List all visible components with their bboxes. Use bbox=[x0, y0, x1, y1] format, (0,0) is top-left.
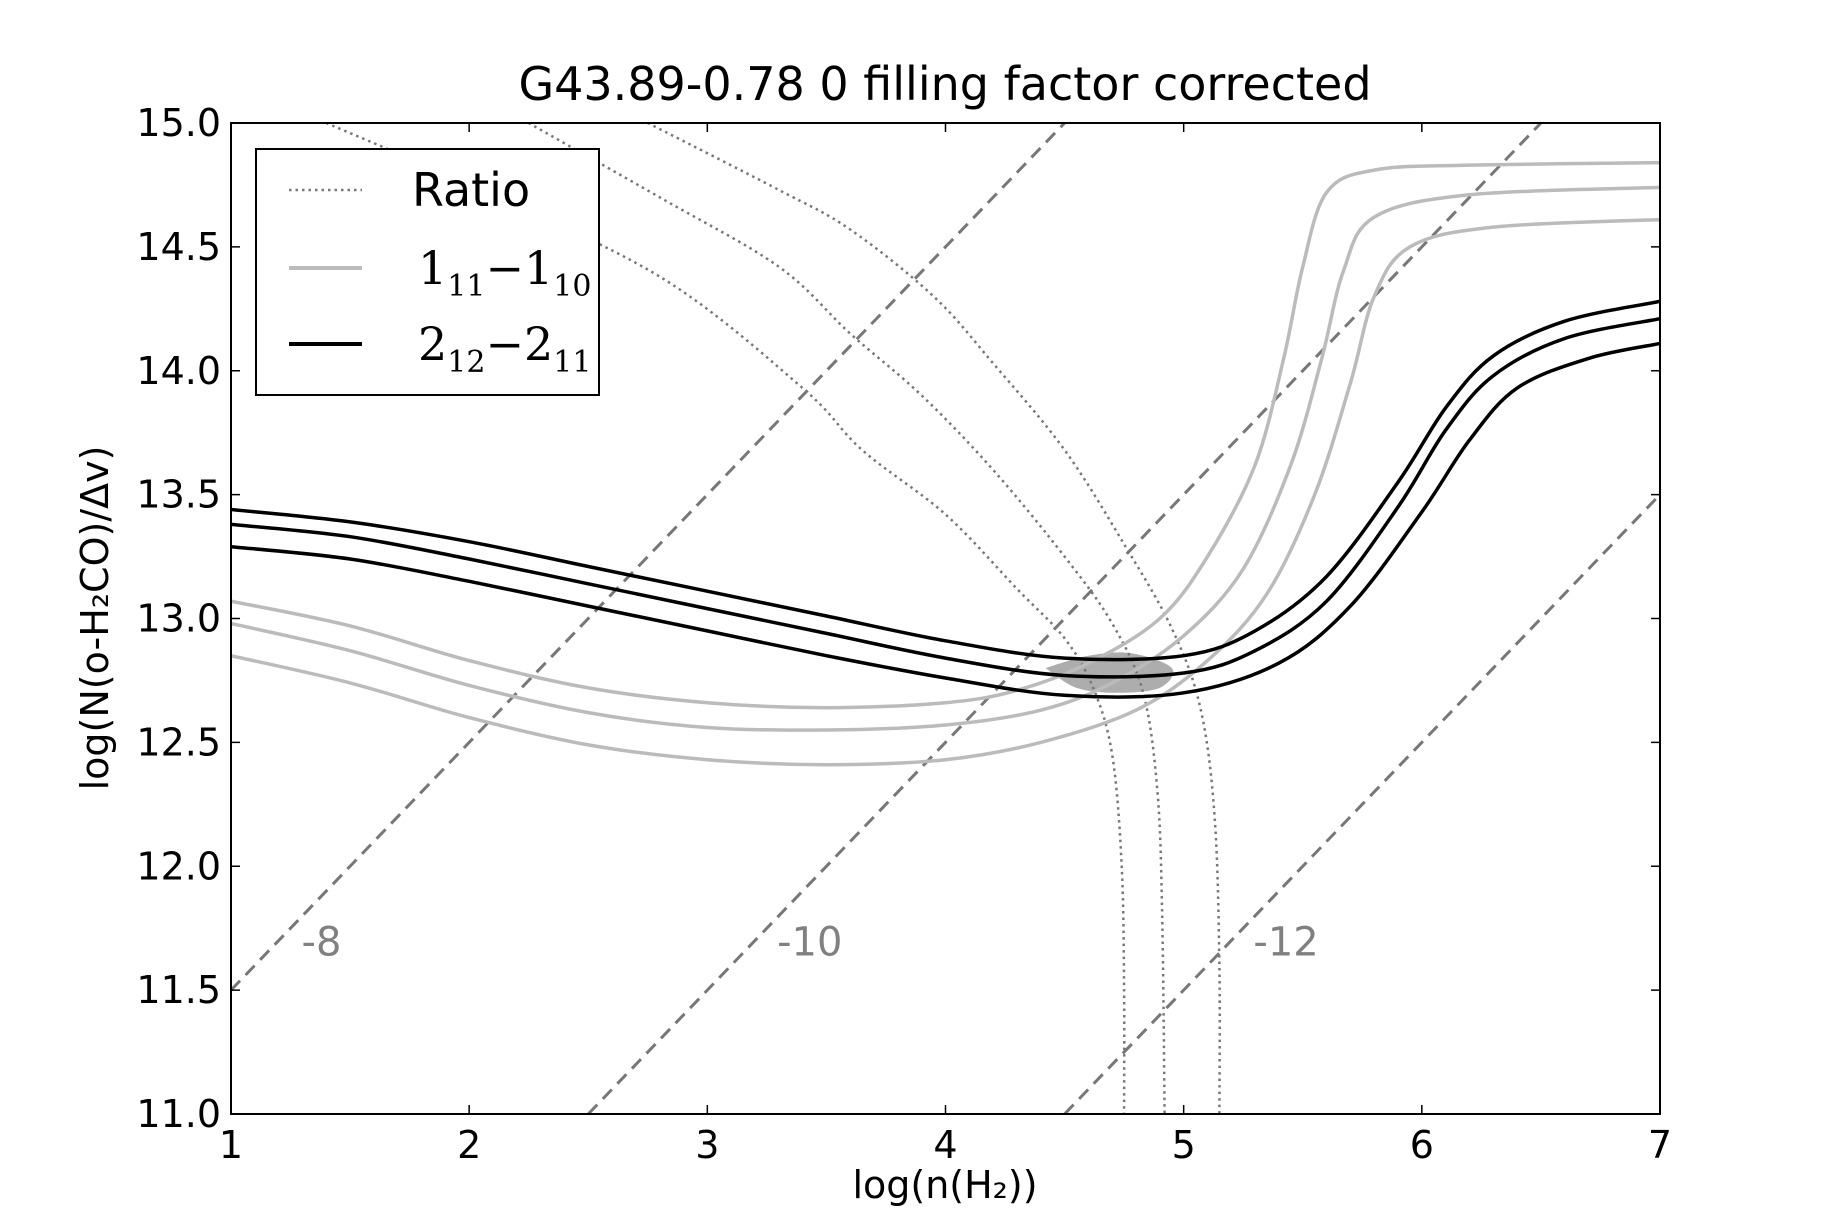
legend-label-1-base2: 1 bbox=[524, 241, 553, 295]
x-axis-label: log(n(H₂)) bbox=[852, 1163, 1037, 1207]
legend-frame bbox=[255, 148, 600, 396]
y-tick-label: 12.5 bbox=[136, 720, 221, 764]
x-tick-label: 5 bbox=[1172, 1123, 1196, 1167]
x-tick-label: 6 bbox=[1410, 1123, 1434, 1167]
series-2-12-2-11-contour-3 bbox=[231, 299, 1660, 662]
y-tick-label: 14.0 bbox=[136, 349, 221, 393]
legend-label-2-sub1: 12 bbox=[447, 345, 485, 380]
series-2-12-2-11-contour-5 bbox=[231, 341, 1660, 699]
overlap-region bbox=[1045, 652, 1174, 693]
x-tick-label: 2 bbox=[457, 1123, 481, 1167]
series-ratio-contour-7 bbox=[528, 123, 1166, 1114]
y-tick-label: 11.0 bbox=[136, 1092, 221, 1136]
legend-label-1-11-1-10: 111−110 bbox=[418, 241, 591, 304]
annotation-layer: -8 -10 -12 bbox=[302, 919, 1319, 965]
legend-label-2-base1: 2 bbox=[418, 317, 447, 371]
y-tick-label: 15.0 bbox=[136, 101, 221, 145]
x-tick-label: 1 bbox=[219, 1123, 243, 1167]
legend-label-2-12-2-11: 212−211 bbox=[418, 317, 591, 380]
legend-label-1-sub1: 11 bbox=[447, 269, 485, 304]
chart-title: G43.89-0.78 0 filling factor corrected bbox=[518, 57, 1371, 111]
series-dashed-line--8 bbox=[231, 123, 1066, 992]
y-tick-label: 12.0 bbox=[136, 844, 221, 888]
legend-label-1-dash: − bbox=[485, 241, 524, 295]
y-tick-label: 13.0 bbox=[136, 597, 221, 641]
legend: Ratio 111−110 212−211 bbox=[255, 148, 600, 396]
x-tick-label: 7 bbox=[1648, 1123, 1672, 1167]
legend-label-2-dash: − bbox=[485, 317, 524, 371]
legend-label-2-sub2: 11 bbox=[553, 345, 591, 380]
series-layer bbox=[231, 123, 1660, 1114]
series-1-11-1-10-contour-2 bbox=[231, 217, 1660, 767]
annotation-minus8: -8 bbox=[302, 919, 342, 965]
series-ratio-contour-6 bbox=[325, 123, 1126, 1114]
series-1-11-1-10-contour-0 bbox=[231, 160, 1660, 710]
series-dashed-line--10 bbox=[587, 123, 1543, 1114]
y-axis-label: log(N(o-H₂CO)/Δv) bbox=[73, 446, 117, 791]
series-ratio-contour-8 bbox=[647, 123, 1222, 1114]
x-tick-label: 3 bbox=[695, 1123, 719, 1167]
y-tick-label: 13.5 bbox=[136, 473, 221, 517]
legend-label-ratio: Ratio bbox=[412, 163, 530, 217]
series-1-11-1-10-contour-1 bbox=[231, 185, 1660, 732]
series-dashed-line--12 bbox=[1063, 493, 1660, 1114]
legend-label-1-sub2: 10 bbox=[553, 269, 591, 304]
y-tick-label: 14.5 bbox=[136, 225, 221, 269]
legend-label-1-base1: 1 bbox=[418, 241, 447, 295]
legend-label-2-base2: 2 bbox=[524, 317, 553, 371]
tick-layer: 1 2 3 4 5 6 711.011.512.012.513.013.514.014.51… bbox=[136, 101, 1672, 1167]
annotation-minus10: -10 bbox=[777, 919, 842, 965]
annotation-minus12: -12 bbox=[1253, 919, 1318, 965]
y-tick-label: 11.5 bbox=[136, 968, 221, 1012]
x-tick-label: 4 bbox=[933, 1123, 957, 1167]
series-2-12-2-11-contour-4 bbox=[231, 316, 1660, 679]
